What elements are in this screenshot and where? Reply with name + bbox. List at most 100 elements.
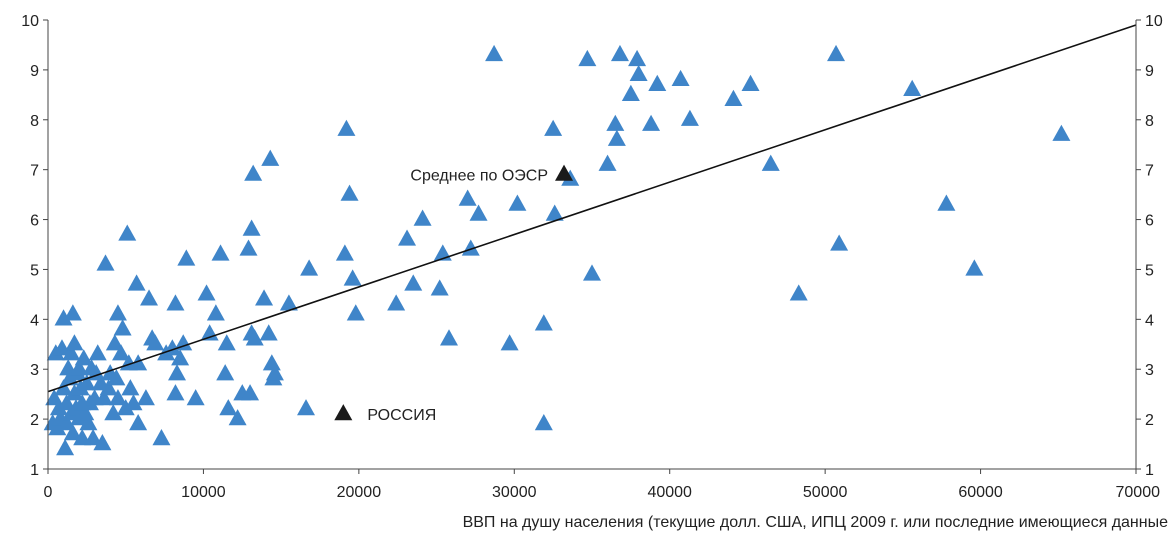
highlighted-points	[334, 164, 574, 421]
data-point	[430, 279, 449, 296]
x-tick-label: 20000	[337, 484, 382, 501]
data-point	[340, 184, 359, 201]
data-point	[52, 339, 71, 356]
data-point	[255, 289, 274, 306]
y-tick-label-right: 6	[1145, 213, 1154, 230]
data-point	[741, 74, 760, 92]
data-point	[108, 304, 127, 321]
x-tick-label: 30000	[492, 484, 537, 501]
data-point	[621, 84, 640, 101]
y-tick-label-left: 10	[21, 13, 39, 30]
data-point	[680, 109, 699, 126]
y-tick-label-left: 4	[30, 312, 39, 329]
data-point	[177, 249, 196, 266]
data-point	[244, 164, 263, 181]
data-point	[76, 404, 95, 421]
x-tick-label: 0	[44, 484, 53, 501]
data-point	[241, 384, 260, 401]
data-point	[146, 334, 165, 351]
data-point	[440, 329, 459, 346]
data-point	[88, 344, 107, 361]
x-axis-label: ВВП на душу населения (текущие долл. США…	[463, 514, 1169, 531]
data-point	[262, 354, 281, 371]
y-tick-label-right: 9	[1145, 63, 1154, 80]
data-point	[166, 294, 185, 311]
data-point	[335, 244, 354, 261]
data-point	[789, 284, 808, 301]
data-point	[118, 224, 137, 241]
data-point	[245, 329, 264, 346]
data-point	[124, 394, 143, 411]
data-point	[500, 334, 519, 351]
y-tick-label-right: 5	[1145, 262, 1154, 279]
y-tick-label-right: 3	[1145, 362, 1154, 379]
data-point	[217, 334, 236, 351]
data-point	[398, 229, 417, 246]
y-tick-label-left: 1	[30, 462, 39, 479]
data-point	[648, 74, 667, 92]
data-point	[642, 114, 661, 131]
y-tick-label-left: 2	[30, 412, 39, 429]
data-point	[469, 204, 488, 221]
data-point	[63, 424, 82, 441]
data-point	[261, 149, 280, 166]
data-point	[121, 379, 140, 396]
trend-line	[47, 24, 1137, 393]
data-point	[228, 409, 247, 426]
data-point	[49, 399, 68, 416]
data-point	[827, 44, 846, 62]
data-point	[300, 259, 319, 276]
data-point	[99, 379, 118, 396]
data-point	[903, 79, 922, 97]
data-point	[629, 64, 648, 82]
data-point	[107, 369, 126, 386]
data-point	[628, 49, 647, 67]
data-point	[174, 334, 193, 351]
data-point	[113, 319, 132, 336]
data-point	[94, 389, 113, 406]
y-tick-label-right: 4	[1145, 312, 1154, 329]
data-point	[606, 114, 625, 131]
data-point	[93, 434, 112, 451]
data-point	[761, 154, 780, 171]
data-point	[84, 429, 103, 446]
data-point	[297, 399, 316, 416]
data-point	[583, 264, 601, 281]
x-tick-label: 40000	[647, 484, 692, 501]
y-tick-label-right: 8	[1145, 113, 1154, 130]
data-point	[671, 69, 690, 87]
data-point	[607, 129, 626, 146]
y-tick-label-left: 7	[30, 163, 39, 180]
x-tick-label: 70000	[1116, 484, 1161, 501]
data-point	[63, 304, 82, 321]
data-point	[60, 369, 79, 386]
data-point	[461, 239, 480, 256]
y-tick-label-right: 7	[1145, 163, 1154, 180]
x-tick-label: 10000	[181, 484, 226, 501]
data-point	[56, 439, 75, 456]
data-point	[108, 389, 127, 406]
data-point	[578, 49, 597, 67]
axes: 1 1 2 2 3 3 4 4 5 5 6 6 7 7 8 8 9 9 10 10 0 10000 20000 30000 40…	[21, 13, 1163, 501]
data-point	[168, 364, 187, 381]
data-point	[265, 364, 284, 381]
data-point	[830, 234, 849, 251]
data-point	[343, 269, 362, 286]
data-point	[387, 294, 406, 311]
y-tick-label-right: 1	[1145, 462, 1154, 479]
y-tick-label-left: 8	[30, 113, 39, 130]
data-point	[74, 349, 93, 366]
data-point	[65, 334, 84, 351]
data-point	[534, 414, 553, 431]
data-points	[43, 44, 1071, 456]
data-point	[259, 324, 278, 341]
data-point	[70, 359, 89, 376]
data-point	[197, 284, 216, 301]
y-tick-label-right: 2	[1145, 412, 1154, 429]
data-point	[129, 354, 148, 371]
data-point	[534, 314, 553, 331]
data-point	[206, 304, 225, 321]
data-point	[219, 399, 238, 416]
data-point	[598, 154, 617, 171]
data-point	[136, 389, 155, 406]
